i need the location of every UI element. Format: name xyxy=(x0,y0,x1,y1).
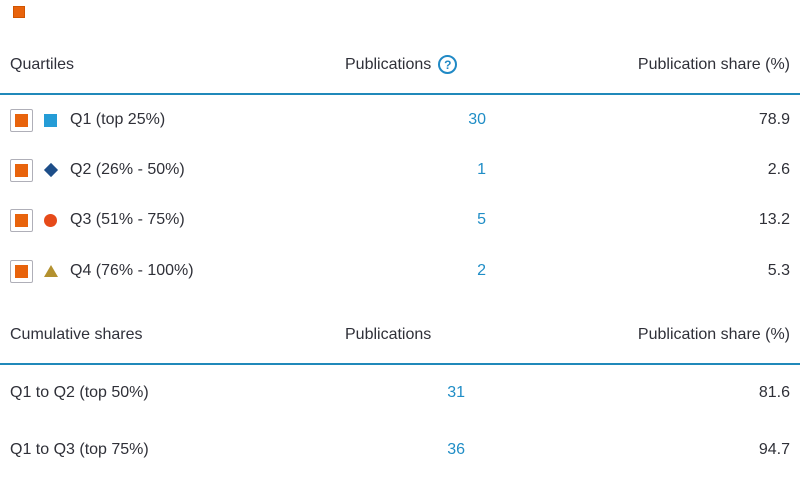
q1-blue-square-icon xyxy=(43,113,58,127)
q1-to-q2-publications-link[interactable]: 31 xyxy=(447,383,465,401)
q3-label: Q3 (51% - 75%) xyxy=(70,211,185,228)
q2-checkbox[interactable] xyxy=(10,158,33,182)
q3-publications-link[interactable]: 5 xyxy=(477,211,486,228)
q1-to-q2-share-value: 81.6 xyxy=(758,383,790,401)
q1-publications-link[interactable]: 30 xyxy=(468,111,486,128)
quartiles-header: Quartiles xyxy=(10,56,75,73)
q1-label: Q1 (top 25%) xyxy=(70,111,166,128)
checkbox-fill-icon xyxy=(15,264,28,278)
q4-label: Q4 (76% - 100%) xyxy=(70,262,194,279)
q3-share-value: 13.2 xyxy=(758,211,790,228)
publications-header-cell: Publications ? xyxy=(345,55,486,74)
q2-label: Q2 (26% - 50%) xyxy=(70,161,185,178)
quartiles-header-row: Quartiles Publications ? Publication sha… xyxy=(0,0,800,95)
q2-navy-diamond-icon xyxy=(43,162,58,178)
q2-publications-link[interactable]: 1 xyxy=(477,161,486,178)
legend-fragment-icon xyxy=(13,6,25,18)
table-row-q1-to-q2: Q1 to Q2 (top 50%) 31 81.6 xyxy=(0,365,800,420)
q1-to-q3-label: Q1 to Q3 (top 75%) xyxy=(10,441,149,458)
table-row-q2: Q2 (26% - 50%) 1 2.6 xyxy=(0,145,800,195)
table-row-q1-to-q3: Q1 to Q3 (top 75%) 36 94.7 xyxy=(0,420,800,480)
q4-share-value: 5.3 xyxy=(767,262,790,279)
cumulative-header-row: Cumulative shares Publications Publicati… xyxy=(0,297,800,365)
help-icon[interactable]: ? xyxy=(438,55,458,74)
q1-to-q2-label: Q1 to Q2 (top 50%) xyxy=(10,383,149,401)
table-row-q3: Q3 (51% - 75%) 5 13.2 xyxy=(0,195,800,245)
q1-share-value: 78.9 xyxy=(758,111,790,128)
table-row-q4: Q4 (76% - 100%) 2 5.3 xyxy=(0,245,800,297)
q1-to-q3-share-value: 94.7 xyxy=(758,441,790,458)
q4-publications-link[interactable]: 2 xyxy=(477,262,486,279)
q2-share-value: 2.6 xyxy=(767,161,790,178)
publication-share-header: Publication share (%) xyxy=(637,56,790,73)
q3-checkbox[interactable] xyxy=(10,208,33,232)
q1-checkbox[interactable] xyxy=(10,108,33,132)
table-row-q1: Q1 (top 25%) 30 78.9 xyxy=(0,95,800,145)
checkbox-fill-icon xyxy=(15,113,28,127)
q4-gold-triangle-icon xyxy=(43,265,58,277)
checkbox-fill-icon xyxy=(15,213,28,227)
cumulative-shares-header: Cumulative shares xyxy=(10,326,143,343)
cumulative-publications-header: Publications xyxy=(345,326,432,343)
q3-red-circle-icon xyxy=(43,213,58,227)
publications-header: Publications xyxy=(345,55,432,73)
q4-checkbox[interactable] xyxy=(10,259,33,283)
q1-to-q3-publications-link[interactable]: 36 xyxy=(447,441,465,458)
cumulative-share-header: Publication share (%) xyxy=(637,326,790,343)
checkbox-fill-icon xyxy=(15,163,28,177)
